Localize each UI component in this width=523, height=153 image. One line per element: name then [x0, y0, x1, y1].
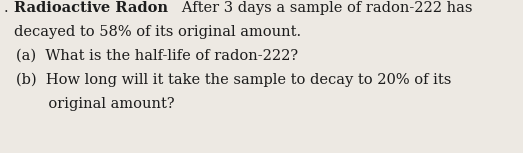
Text: After 3 days a sample of radon-222 has: After 3 days a sample of radon-222 has	[168, 1, 472, 15]
Text: Radioactive Radon: Radioactive Radon	[14, 1, 168, 15]
Text: (b)  How long will it take the sample to decay to 20% of its: (b) How long will it take the sample to …	[16, 73, 451, 87]
Text: (a)  What is the half-life of radon-222?: (a) What is the half-life of radon-222?	[16, 49, 298, 63]
Text: .: .	[4, 1, 8, 15]
Text: original amount?: original amount?	[16, 97, 175, 111]
Text: decayed to 58% of its original amount.: decayed to 58% of its original amount.	[14, 25, 301, 39]
